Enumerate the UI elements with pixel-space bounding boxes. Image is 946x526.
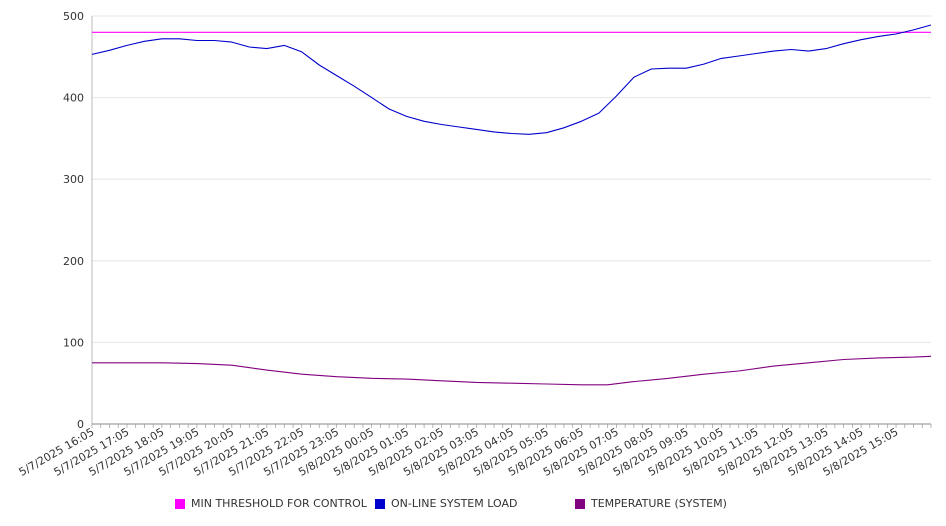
legend-item-system-load: ON-LINE SYSTEM LOAD	[375, 497, 517, 510]
legend-item-min-threshold: MIN THRESHOLD FOR CONTROL	[175, 497, 367, 510]
y-tick-label-0: 0	[77, 418, 84, 431]
legend-swatch-system-load	[375, 498, 385, 509]
y-tick-label-500: 500	[63, 10, 84, 23]
series-lines	[91, 24, 932, 386]
series-system-load-line	[91, 24, 932, 135]
y-tick-labels: 0 100 200 300 400 500	[63, 10, 84, 431]
axes	[91, 16, 932, 428]
chart-legend: MIN THRESHOLD FOR CONTROL ON-LINE SYSTEM…	[0, 497, 946, 517]
y-tick-label-200: 200	[63, 255, 84, 268]
gridlines	[92, 15, 931, 343]
legend-item-temperature: TEMPERATURE (SYSTEM)	[575, 497, 727, 510]
legend-swatch-min-threshold	[175, 498, 185, 509]
legend-label-min-threshold: MIN THRESHOLD FOR CONTROL	[191, 497, 367, 510]
legend-label-temperature: TEMPERATURE (SYSTEM)	[591, 497, 727, 510]
legend-swatch-temperature	[575, 498, 585, 509]
series-temperature-line	[92, 355, 932, 386]
y-tick-label-300: 300	[63, 173, 84, 186]
y-tick-label-100: 100	[63, 336, 84, 349]
x-tick-labels: 5/7/2025 16:055/7/2025 17:055/7/2025 18:…	[17, 425, 901, 479]
legend-label-system-load: ON-LINE SYSTEM LOAD	[391, 497, 518, 510]
y-tick-label-400: 400	[63, 92, 84, 105]
